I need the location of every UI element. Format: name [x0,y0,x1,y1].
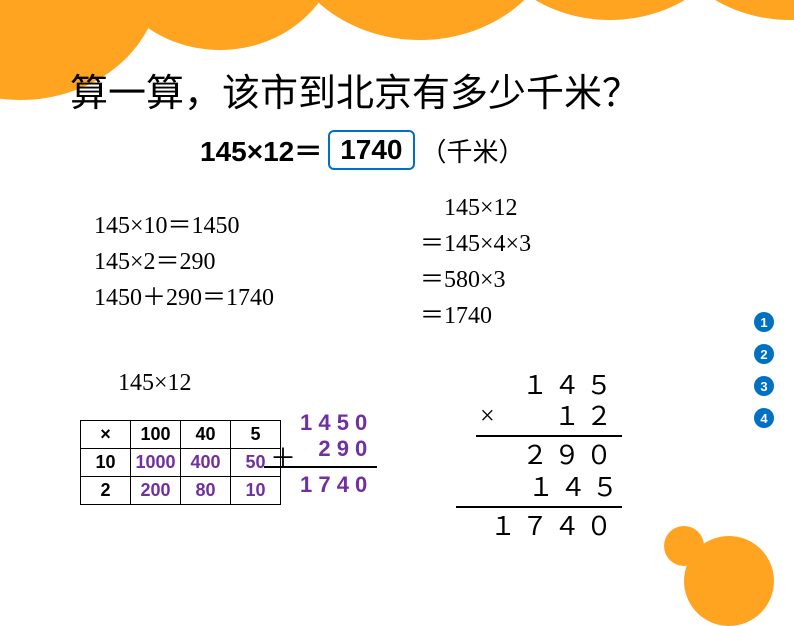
vmult-result: １７４０ [490,511,618,542]
grid-r2c1: 200 [131,477,181,505]
grid-h0: × [81,421,131,449]
addend-2: 2 9 0 [300,436,367,462]
vmult-line1 [476,435,622,437]
method-1: 145×10＝1450 145×2＝290 1450＋290＝1740 [94,208,274,316]
grid-r1c1: 1000 [131,449,181,477]
grid-r2c3: 10 [231,477,281,505]
addition-sum: 1 7 4 0 [300,472,367,498]
bg-bubble-5 [660,0,794,20]
unit-label: （千米） [421,132,525,169]
grid-h1: 100 [131,421,181,449]
badge-2: 2 [754,344,774,364]
vertical-multiplication: × １４５ １２ ２９０ １４５ １７４０ [490,370,618,542]
grid-r1c0: 10 [81,449,131,477]
main-expr: 145×12＝ [200,130,322,170]
bg-bubble-3 [280,0,560,40]
grid-h2: 40 [181,421,231,449]
grid-r1c2: 400 [181,449,231,477]
vmult-partial2: １４５ [490,472,624,503]
vmult-partial1: ２９０ [490,440,618,471]
multiplication-grid: × 100 40 5 10 1000 400 50 2 200 80 10 [80,420,281,505]
method1-line1: 145×10＝1450 [94,208,274,244]
question-title: 算一算，该市到北京有多少千米？ [70,62,640,117]
mult-sign: × [480,400,495,431]
badge-1: 1 [754,312,774,332]
vmult-line2 [456,506,622,508]
method2-line1: 145×12 [420,190,531,226]
method1-line2: 145×2＝290 [94,244,274,280]
badge-3: 3 [754,376,774,396]
method2-line2: ＝145×4×3 [420,226,531,262]
step-badges: 1 2 3 4 [754,312,774,428]
addition-column: ＋ 1 4 5 0 2 9 0 1 7 4 0 [300,410,367,498]
main-equation: 145×12＝ 1740 （千米） [200,130,525,170]
method2-line3: ＝580×3 [420,262,531,298]
method3-label: 145×12 [118,370,192,397]
badge-4: 4 [754,408,774,428]
method1-line3: 1450＋290＝1740 [94,280,274,316]
vmult-top: １４５ [490,370,618,401]
method-2: 145×12 ＝145×4×3 ＝580×3 ＝1740 [420,190,531,334]
addend-1: 1 4 5 0 [300,410,367,436]
grid-r2c0: 2 [81,477,131,505]
grid-r2c2: 80 [181,477,231,505]
plus-sign: ＋ [270,438,296,475]
vmult-multiplier: １２ [490,401,618,432]
method2-line4: ＝1740 [420,298,531,334]
answer-box: 1740 [328,130,414,170]
